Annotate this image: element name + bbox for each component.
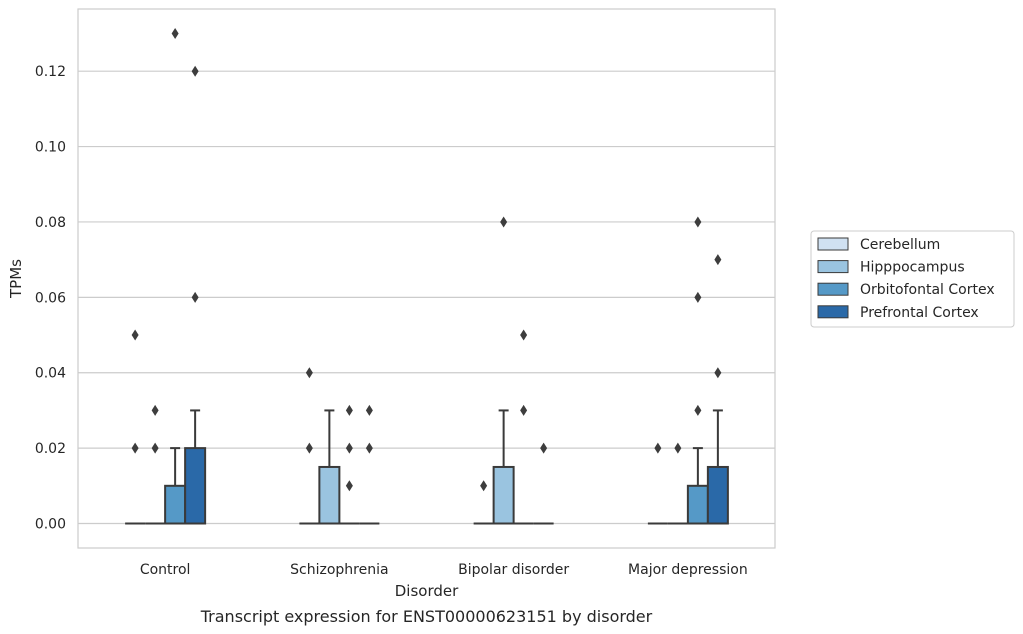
box-body bbox=[164, 484, 187, 525]
box-orbitofontal-cortex bbox=[686, 216, 709, 525]
box-cerebellum bbox=[125, 329, 146, 525]
box-body bbox=[706, 465, 729, 525]
y-tick-label: 0.08 bbox=[35, 215, 66, 231]
box-cerebellum bbox=[473, 480, 494, 525]
box-hipppocampus bbox=[667, 442, 688, 525]
outlier-point bbox=[694, 216, 702, 228]
outlier-point bbox=[500, 216, 508, 228]
box-cerebellum bbox=[299, 367, 320, 525]
box-orbitofontal-cortex bbox=[164, 28, 187, 525]
y-tick-label: 0.02 bbox=[35, 441, 66, 457]
outlier-point bbox=[131, 442, 139, 454]
outlier-point bbox=[345, 404, 353, 416]
y-tick-label: 0.06 bbox=[35, 290, 66, 306]
box-body bbox=[318, 465, 341, 525]
box-body bbox=[686, 484, 709, 525]
y-tick-label: 0.12 bbox=[35, 64, 66, 80]
box-body bbox=[492, 465, 515, 525]
legend-label: Prefrontal Cortex bbox=[860, 305, 979, 321]
outlier-point bbox=[305, 367, 313, 379]
box-orbitofontal-cortex bbox=[513, 329, 534, 525]
outlier-point bbox=[654, 442, 662, 454]
box-hipppocampus bbox=[318, 409, 341, 525]
outlier-point bbox=[714, 254, 722, 266]
outlier-point bbox=[151, 404, 159, 416]
legend-swatch bbox=[817, 282, 849, 296]
outlier-point bbox=[151, 442, 159, 454]
outlier-point bbox=[694, 291, 702, 303]
box-cerebellum bbox=[647, 442, 668, 525]
y-tick-label: 0.04 bbox=[35, 366, 66, 382]
outlier-point bbox=[345, 442, 353, 454]
outlier-point bbox=[131, 329, 139, 341]
y-tick-label: 0.10 bbox=[35, 140, 66, 156]
outlier-point bbox=[694, 404, 702, 416]
outlier-point bbox=[714, 367, 722, 379]
outlier-point bbox=[345, 480, 353, 492]
outlier-point bbox=[191, 65, 199, 77]
legend-label: Cerebellum bbox=[860, 237, 940, 253]
outlier-point bbox=[365, 404, 373, 416]
legend-frame bbox=[810, 230, 1015, 328]
outlier-point bbox=[305, 442, 313, 454]
outlier-point bbox=[365, 442, 373, 454]
x-tick-label: Control bbox=[140, 562, 191, 578]
outlier-point bbox=[480, 480, 488, 492]
outlier-point bbox=[674, 442, 682, 454]
axes: 0.00 0.02 0.04 0.06 0.08 0.10 0.12 Control Schiz… bbox=[35, 64, 748, 578]
outlier-point bbox=[520, 329, 528, 341]
legend-label: Hipppocampus bbox=[860, 260, 965, 276]
outlier-point bbox=[540, 442, 548, 454]
outlier-point bbox=[520, 404, 528, 416]
box-prefrontal-cortex bbox=[533, 442, 554, 525]
plot-frame bbox=[77, 8, 776, 549]
x-axis-label: Disorder bbox=[395, 582, 459, 600]
y-tick-label: 0.00 bbox=[35, 517, 66, 533]
legend-swatch bbox=[817, 260, 849, 274]
gridlines bbox=[78, 70, 775, 525]
y-axis-label: TPMs bbox=[7, 259, 25, 299]
outlier-point bbox=[171, 28, 179, 39]
outlier-point bbox=[191, 291, 199, 303]
box-prefrontal-cortex bbox=[184, 65, 207, 525]
x-tick-label: Bipolar disorder bbox=[458, 562, 569, 578]
box-prefrontal-cortex bbox=[706, 254, 729, 525]
box-orbitofontal-cortex bbox=[339, 404, 360, 525]
legend: Cerebellum Hipppocampus Orbitofontal Corte… bbox=[810, 230, 1015, 328]
legend-swatch bbox=[817, 305, 849, 319]
x-tick-label: Major depression bbox=[628, 562, 748, 578]
legend-swatch bbox=[817, 237, 849, 251]
x-tick-label: Schizophrenia bbox=[290, 562, 388, 578]
box-hipppocampus bbox=[145, 404, 166, 525]
box-body bbox=[184, 447, 207, 525]
chart-caption: Transcript expression for ENST0000062315… bbox=[200, 607, 653, 626]
box-hipppocampus bbox=[492, 216, 515, 525]
plot-area bbox=[125, 28, 729, 525]
legend-label: Orbitofontal Cortex bbox=[860, 282, 995, 298]
box-prefrontal-cortex bbox=[359, 404, 380, 525]
